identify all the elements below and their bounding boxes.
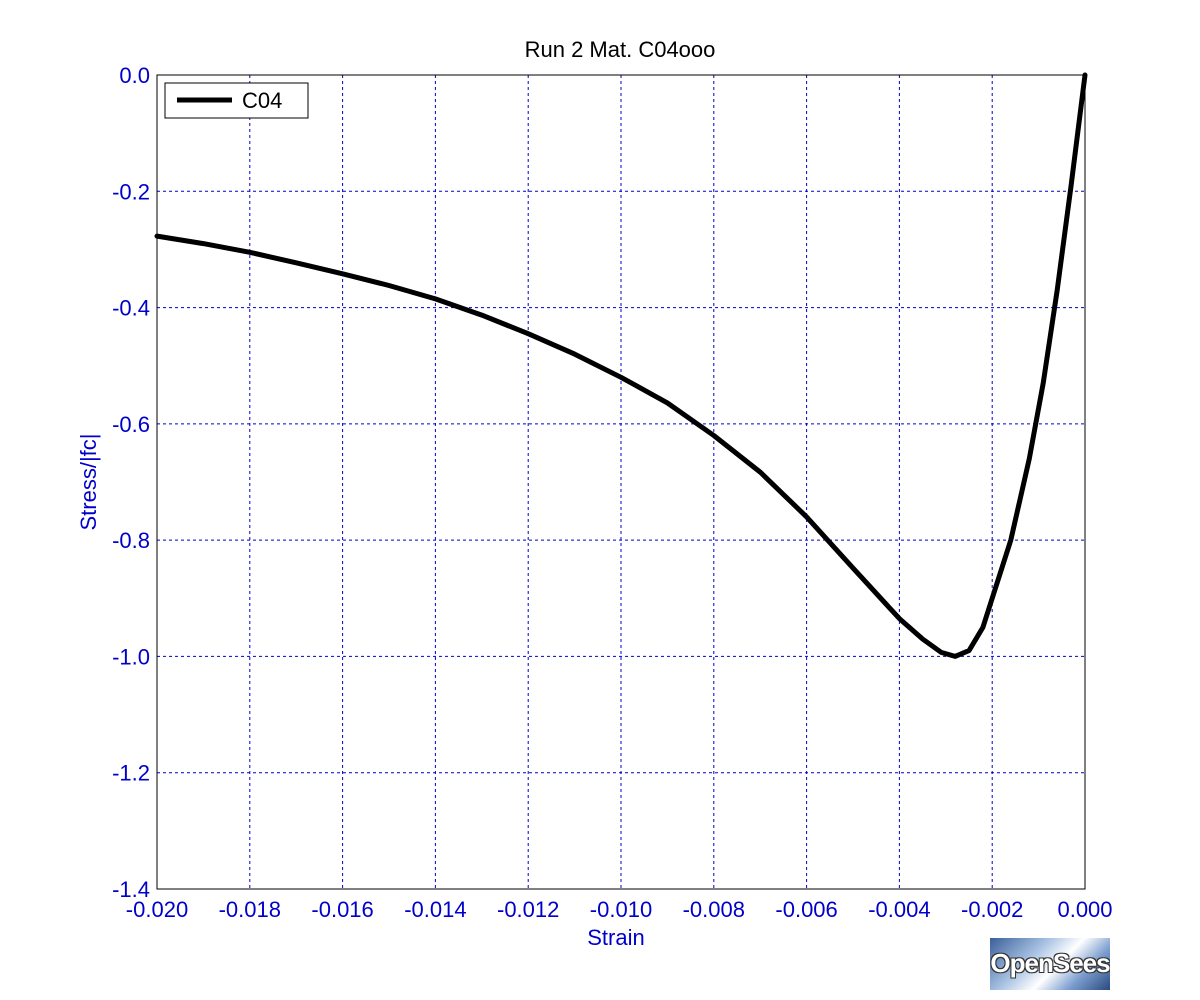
x-tick-labels: -0.020 -0.018 -0.016 -0.014 -0.012 -0.010 -0.0… [126,897,1113,922]
y-tick-label: -1.2 [112,761,150,786]
y-axis-title: Stress/|fc| [76,433,101,530]
x-tick-label: -0.012 [497,897,559,922]
x-tick-label: -0.014 [404,897,466,922]
series-group [154,72,1088,659]
y-tick-labels: 0.0 -0.2 -0.4 -0.6 -0.8 -1.0 -1.2 -1.4 [112,63,150,902]
y-tick-label: -1.0 [112,644,150,669]
grid [157,75,1085,889]
x-tick-label: -0.020 [126,897,188,922]
x-axis-title: Strain [587,925,644,950]
x-tick-label: -0.002 [961,897,1023,922]
x-tick-label: -0.004 [868,897,930,922]
x-tick-label: -0.008 [683,897,745,922]
series-line-c04 [154,72,1088,659]
opensees-logo: OpenSees [990,938,1110,990]
x-tick-label: -0.006 [775,897,837,922]
y-tick-label: 0.0 [119,63,150,88]
y-tick-label: -0.6 [112,412,150,437]
plot-frame [156,74,1086,890]
y-tick-label: -1.4 [112,877,150,902]
x-tick-label: -0.010 [590,897,652,922]
y-tick-label: -0.2 [112,179,150,204]
y-tick-label: -0.4 [112,296,150,321]
legend-box [164,82,309,119]
x-tick-label: 0.000 [1057,897,1112,922]
x-tick-label: -0.018 [219,897,281,922]
logo-text: OpenSees [990,948,1110,978]
chart-title: Run 2 Mat. C04ooo [525,37,716,62]
legend: C04 [164,82,309,119]
legend-label: C04 [242,88,282,113]
x-tick-label: -0.016 [311,897,373,922]
y-tick-label: -0.8 [112,528,150,553]
